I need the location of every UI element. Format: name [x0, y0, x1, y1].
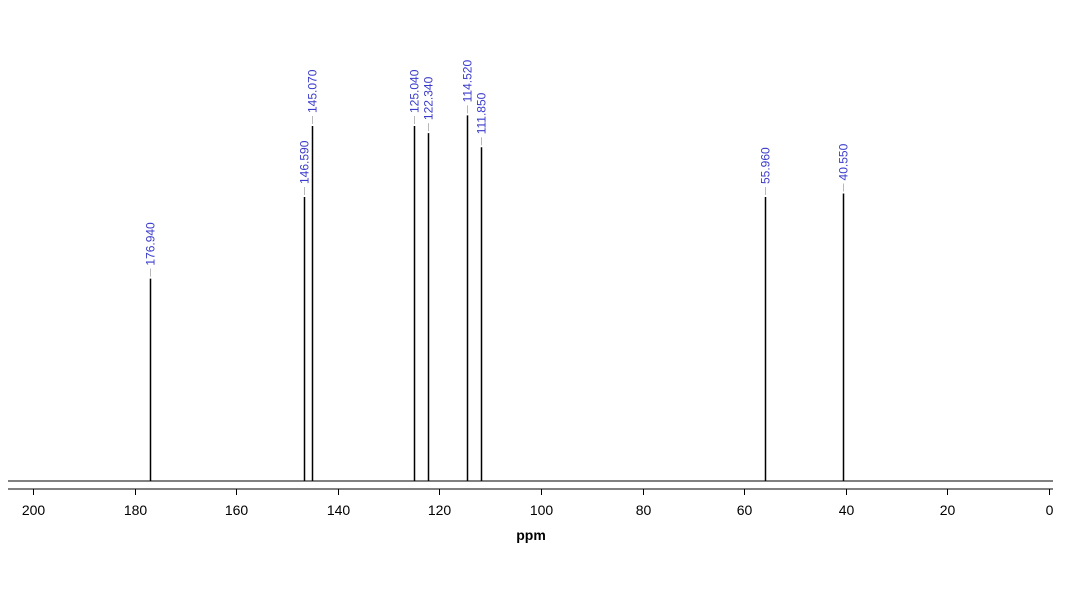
x-tick-label: 180 [124, 502, 148, 518]
peaks [149, 105, 845, 481]
x-tick-label: 160 [225, 502, 249, 518]
x-tick-label: 0 [1046, 502, 1054, 518]
peak-label: 176.940 [144, 222, 158, 266]
x-axis-label: ppm [516, 527, 546, 543]
peak-labels: 176.940 146.590 145.070 125.040 122.340 114.5… [144, 60, 851, 266]
x-axis: 200 180 160 140 120 100 80 60 40 20 0 [8, 488, 1054, 518]
peak-label: 55.960 [759, 147, 773, 184]
x-tick-label: 140 [327, 502, 351, 518]
peak-label: 125.040 [408, 69, 422, 113]
x-tick-label: 80 [636, 502, 652, 518]
peak-label: 111.850 [475, 92, 489, 134]
peak-label: 122.340 [422, 76, 436, 120]
peak-label: 40.550 [837, 143, 851, 180]
peak-label: 145.070 [306, 69, 320, 113]
peak-label: 146.590 [298, 140, 312, 184]
x-tick-label: 60 [737, 502, 753, 518]
x-tick-label: 40 [839, 502, 855, 518]
x-tick-label: 100 [530, 502, 554, 518]
x-tick-label: 200 [22, 502, 46, 518]
x-tick-label: 20 [940, 502, 956, 518]
x-tick-label: 120 [428, 502, 452, 518]
peak-label: 114.520 [461, 60, 475, 103]
